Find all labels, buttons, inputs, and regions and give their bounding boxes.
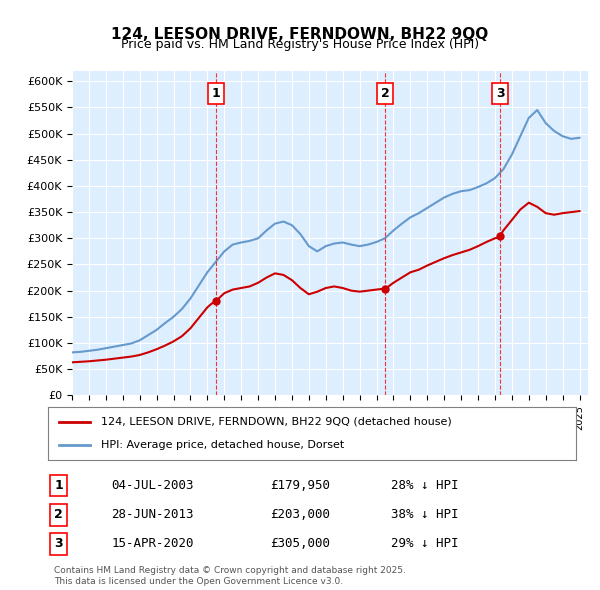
Text: Price paid vs. HM Land Registry's House Price Index (HPI): Price paid vs. HM Land Registry's House … (121, 38, 479, 51)
Text: 15-APR-2020: 15-APR-2020 (112, 537, 194, 550)
Text: £305,000: £305,000 (270, 537, 330, 550)
Text: £179,950: £179,950 (270, 479, 330, 492)
Text: Contains HM Land Registry data © Crown copyright and database right 2025.
This d: Contains HM Land Registry data © Crown c… (54, 566, 406, 586)
Text: HPI: Average price, detached house, Dorset: HPI: Average price, detached house, Dors… (101, 440, 344, 450)
Text: 1: 1 (54, 479, 63, 492)
Text: 124, LEESON DRIVE, FERNDOWN, BH22 9QQ (detached house): 124, LEESON DRIVE, FERNDOWN, BH22 9QQ (d… (101, 417, 452, 427)
Text: 2: 2 (54, 508, 63, 522)
Text: 04-JUL-2003: 04-JUL-2003 (112, 479, 194, 492)
Text: 124, LEESON DRIVE, FERNDOWN, BH22 9QQ: 124, LEESON DRIVE, FERNDOWN, BH22 9QQ (112, 27, 488, 41)
Text: 2: 2 (380, 87, 389, 100)
Text: 28% ↓ HPI: 28% ↓ HPI (391, 479, 459, 492)
Text: 3: 3 (54, 537, 63, 550)
Text: 3: 3 (496, 87, 505, 100)
Text: 29% ↓ HPI: 29% ↓ HPI (391, 537, 459, 550)
Text: 1: 1 (211, 87, 220, 100)
Text: 28-JUN-2013: 28-JUN-2013 (112, 508, 194, 522)
Text: 38% ↓ HPI: 38% ↓ HPI (391, 508, 459, 522)
Text: £203,000: £203,000 (270, 508, 330, 522)
